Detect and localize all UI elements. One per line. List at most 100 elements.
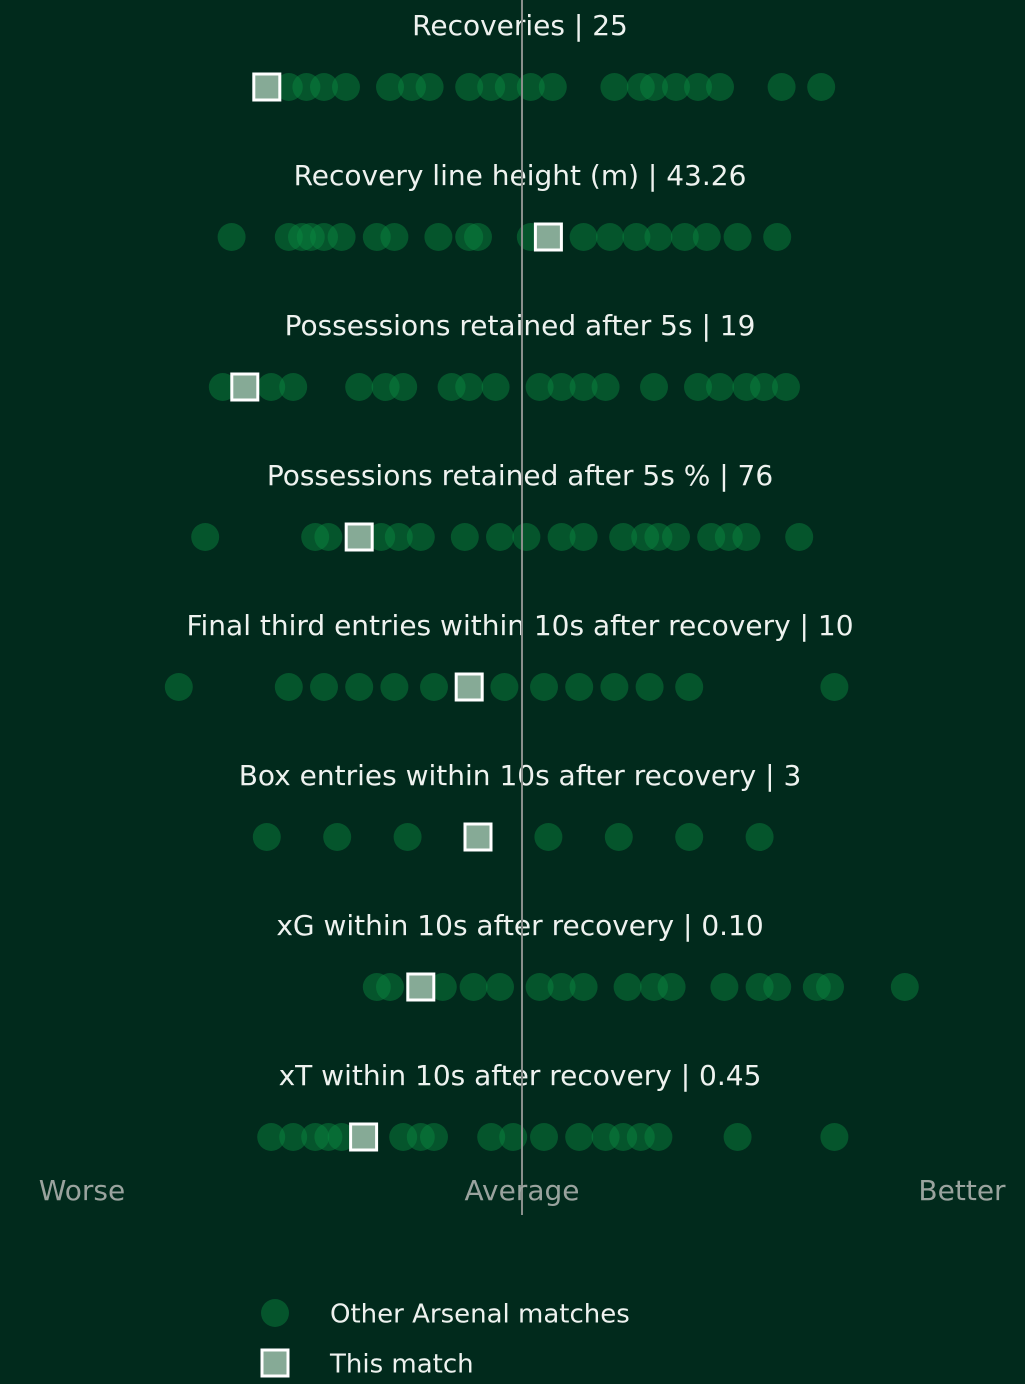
dot (662, 73, 690, 101)
dot (389, 373, 418, 401)
dot (257, 1123, 286, 1151)
highlight-square (344, 522, 374, 552)
dot (398, 73, 426, 101)
dot (710, 973, 739, 1001)
dot (252, 823, 281, 851)
dot (420, 1123, 448, 1151)
dot (257, 373, 286, 401)
dot (530, 673, 558, 701)
dot (296, 223, 325, 251)
dot (569, 523, 598, 551)
dot (362, 973, 391, 1001)
dot (890, 973, 919, 1001)
dot (191, 523, 220, 551)
dot (384, 523, 413, 551)
dot (217, 223, 246, 251)
dot (772, 373, 800, 401)
dot (569, 223, 598, 251)
dot (415, 73, 444, 101)
dot (345, 373, 374, 401)
dot (609, 1123, 638, 1151)
x-tick-label: Average (465, 1174, 580, 1207)
dot (714, 523, 743, 551)
dot (477, 73, 506, 101)
dot (314, 523, 343, 551)
dot (380, 673, 409, 701)
dot (376, 973, 404, 1001)
dot (274, 673, 303, 701)
dot (516, 73, 545, 101)
row-title: xG within 10s after recovery | 0.10 (276, 909, 763, 942)
highlight-square (230, 372, 260, 402)
dot (428, 973, 457, 1001)
dot (310, 223, 338, 251)
dot (820, 1123, 849, 1151)
legend-square (260, 1348, 290, 1378)
dot (406, 523, 435, 551)
dot (310, 673, 338, 701)
row-title: Final third entries within 10s after rec… (186, 609, 853, 642)
x-tick-label: Better (918, 1174, 1006, 1207)
dot (376, 73, 404, 101)
dot (274, 223, 303, 251)
dot (455, 73, 484, 101)
dot (745, 973, 774, 1001)
dot (565, 1123, 594, 1151)
row-title: Box entries within 10s after recovery | … (239, 759, 802, 792)
dot (547, 373, 576, 401)
dot (525, 973, 554, 1001)
dot (494, 73, 523, 101)
dot (675, 823, 704, 851)
dot (723, 1123, 752, 1151)
dot (802, 973, 831, 1001)
dot (820, 673, 849, 701)
dot (763, 973, 792, 1001)
dot (367, 523, 396, 551)
dot (486, 973, 514, 1001)
dot (301, 523, 330, 551)
dot (525, 373, 554, 401)
dot (481, 373, 510, 401)
dot (450, 523, 479, 551)
highlight-square (349, 1122, 379, 1152)
dot (591, 1123, 620, 1151)
dot (622, 223, 651, 251)
dot (538, 73, 567, 101)
legend-label: This match (329, 1350, 474, 1380)
dot (279, 373, 308, 401)
dot (662, 523, 690, 551)
dot (697, 523, 726, 551)
dot (420, 673, 448, 701)
dot (208, 373, 237, 401)
dot (706, 373, 734, 401)
dot (323, 823, 352, 851)
highlight-square (454, 672, 484, 702)
dot (600, 673, 629, 701)
row-title: Recovery line height (m) | 43.26 (294, 159, 747, 192)
highlight-square (252, 72, 282, 102)
dot (279, 1123, 308, 1151)
dot (644, 223, 673, 251)
dot (477, 1123, 506, 1151)
dot (530, 1123, 558, 1151)
dot (437, 373, 466, 401)
dot (512, 523, 541, 551)
dot (490, 673, 519, 701)
dot (609, 523, 638, 551)
dot (459, 973, 488, 1001)
row-title: Recoveries | 25 (412, 9, 628, 42)
dot (706, 73, 734, 101)
dot (684, 373, 712, 401)
dot (767, 73, 796, 101)
dot (371, 373, 400, 401)
dot (393, 823, 422, 851)
highlight-square (406, 972, 436, 1002)
dot (626, 1123, 655, 1151)
dot (600, 73, 629, 101)
dot (292, 73, 321, 101)
dot (657, 973, 686, 1001)
dot (640, 973, 668, 1001)
dot (499, 1123, 528, 1151)
